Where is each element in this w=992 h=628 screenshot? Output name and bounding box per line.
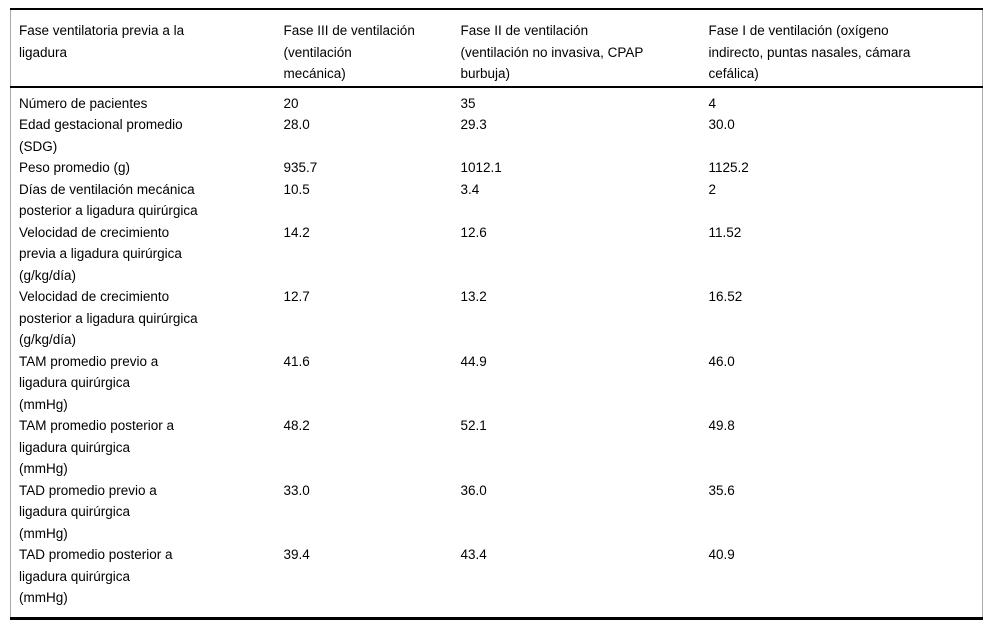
table-row: TAD promedio posterior a ligadura quirúr… — [11, 544, 983, 618]
cell-value: 16.52 — [708, 289, 743, 304]
cell-value: 11.52 — [708, 224, 742, 240]
cell-value: 35.6 — [708, 482, 735, 498]
cell-value: 29.3 — [460, 117, 487, 132]
table-row: Días de ventilación mecánica posterior a… — [11, 179, 983, 222]
cell-value: 4 — [708, 95, 717, 111]
column-header-fase-ii: Fase II de ventilación (ventilación no i… — [452, 9, 701, 88]
cell-value: 12.6 — [460, 224, 487, 240]
cell-value: 40.9 — [708, 547, 735, 562]
row-label: TAM promedio previo a ligadura quirúrgic… — [19, 353, 159, 412]
row-label: Peso promedio (g) — [19, 160, 131, 175]
column-header-fase-i: Fase I de ventilación (oxígeno indirecto… — [700, 9, 983, 88]
column-header-fase-ventilatoria: Fase ventilatoria previa a la ligadura — [10, 9, 276, 88]
row-label: TAD promedio previo a ligadura quirúrgic… — [19, 482, 157, 541]
cell-value: 1012.1 — [460, 160, 502, 175]
row-label: Días de ventilación mecánica posterior a… — [19, 181, 198, 219]
table-row: Edad gestacional promedio (SDG) 28.0 29.3 3… — [11, 114, 983, 157]
table-body: Número de pacientes 20 35 4 Edad gestacional… — [11, 87, 983, 619]
table-row: TAM promedio previo a ligadura quirúrgic… — [11, 351, 983, 416]
cell-value: 935.7 — [283, 160, 318, 175]
cell-value: 43.4 — [460, 547, 487, 562]
cell-value: 52.1 — [460, 418, 487, 433]
cell-value: 39.4 — [283, 547, 310, 562]
cell-value: 35 — [460, 95, 476, 111]
cell-value: 13.2 — [460, 289, 487, 304]
cell-value: 46.0 — [708, 353, 735, 369]
cell-value: 36.0 — [460, 482, 487, 498]
row-label: Velocidad de crecimiento previa a ligadu… — [19, 224, 182, 283]
table-row: TAD promedio previo a ligadura quirúrgic… — [11, 480, 983, 545]
table-row: TAM promedio posterior a ligadura quirúr… — [11, 415, 983, 480]
header-row: Fase ventilatoria previa a la ligadura F… — [10, 9, 983, 88]
table-row: Número de pacientes 20 35 4 — [11, 87, 983, 115]
cell-value: 30.0 — [708, 117, 735, 132]
table-row: Velocidad de crecimiento previa a ligadu… — [11, 222, 983, 287]
ventilation-phases-table: Fase ventilatoria previa a la ligadura F… — [10, 8, 983, 620]
cell-value: 12.7 — [283, 289, 310, 304]
cell-value: 2 — [708, 181, 717, 197]
table-row: Velocidad de crecimiento posterior a lig… — [11, 286, 983, 351]
column-header-fase-iii: Fase III de ventilación (ventilación mec… — [275, 9, 453, 88]
cell-value: 49.8 — [708, 418, 735, 433]
cell-value: 48.2 — [283, 418, 310, 433]
cell-value: 20 — [283, 95, 299, 111]
cell-value: 28.0 — [283, 117, 310, 132]
table-header: Fase ventilatoria previa a la ligadura F… — [10, 9, 983, 88]
table-row: Peso promedio (g) 935.7 1012.1 1125.2 — [11, 157, 983, 179]
ventilation-table-container: Fase ventilatoria previa a la ligadura F… — [10, 8, 983, 620]
cell-value: 3.4 — [460, 181, 480, 197]
row-label: TAM promedio posterior a ligadura quirúr… — [19, 418, 175, 476]
cell-value: 10.5 — [283, 181, 310, 197]
cell-value: 41.6 — [283, 353, 310, 369]
cell-value: 14.2 — [283, 224, 310, 240]
cell-value: 1125.2 — [708, 160, 749, 175]
row-label: Edad gestacional promedio (SDG) — [19, 117, 183, 154]
cell-value: 33.0 — [283, 482, 310, 498]
row-label: Número de pacientes — [19, 95, 148, 111]
row-label: TAD promedio posterior a ligadura quirúr… — [19, 547, 173, 605]
cell-value: 44.9 — [460, 353, 487, 369]
row-label: Velocidad de crecimiento posterior a lig… — [19, 289, 198, 347]
